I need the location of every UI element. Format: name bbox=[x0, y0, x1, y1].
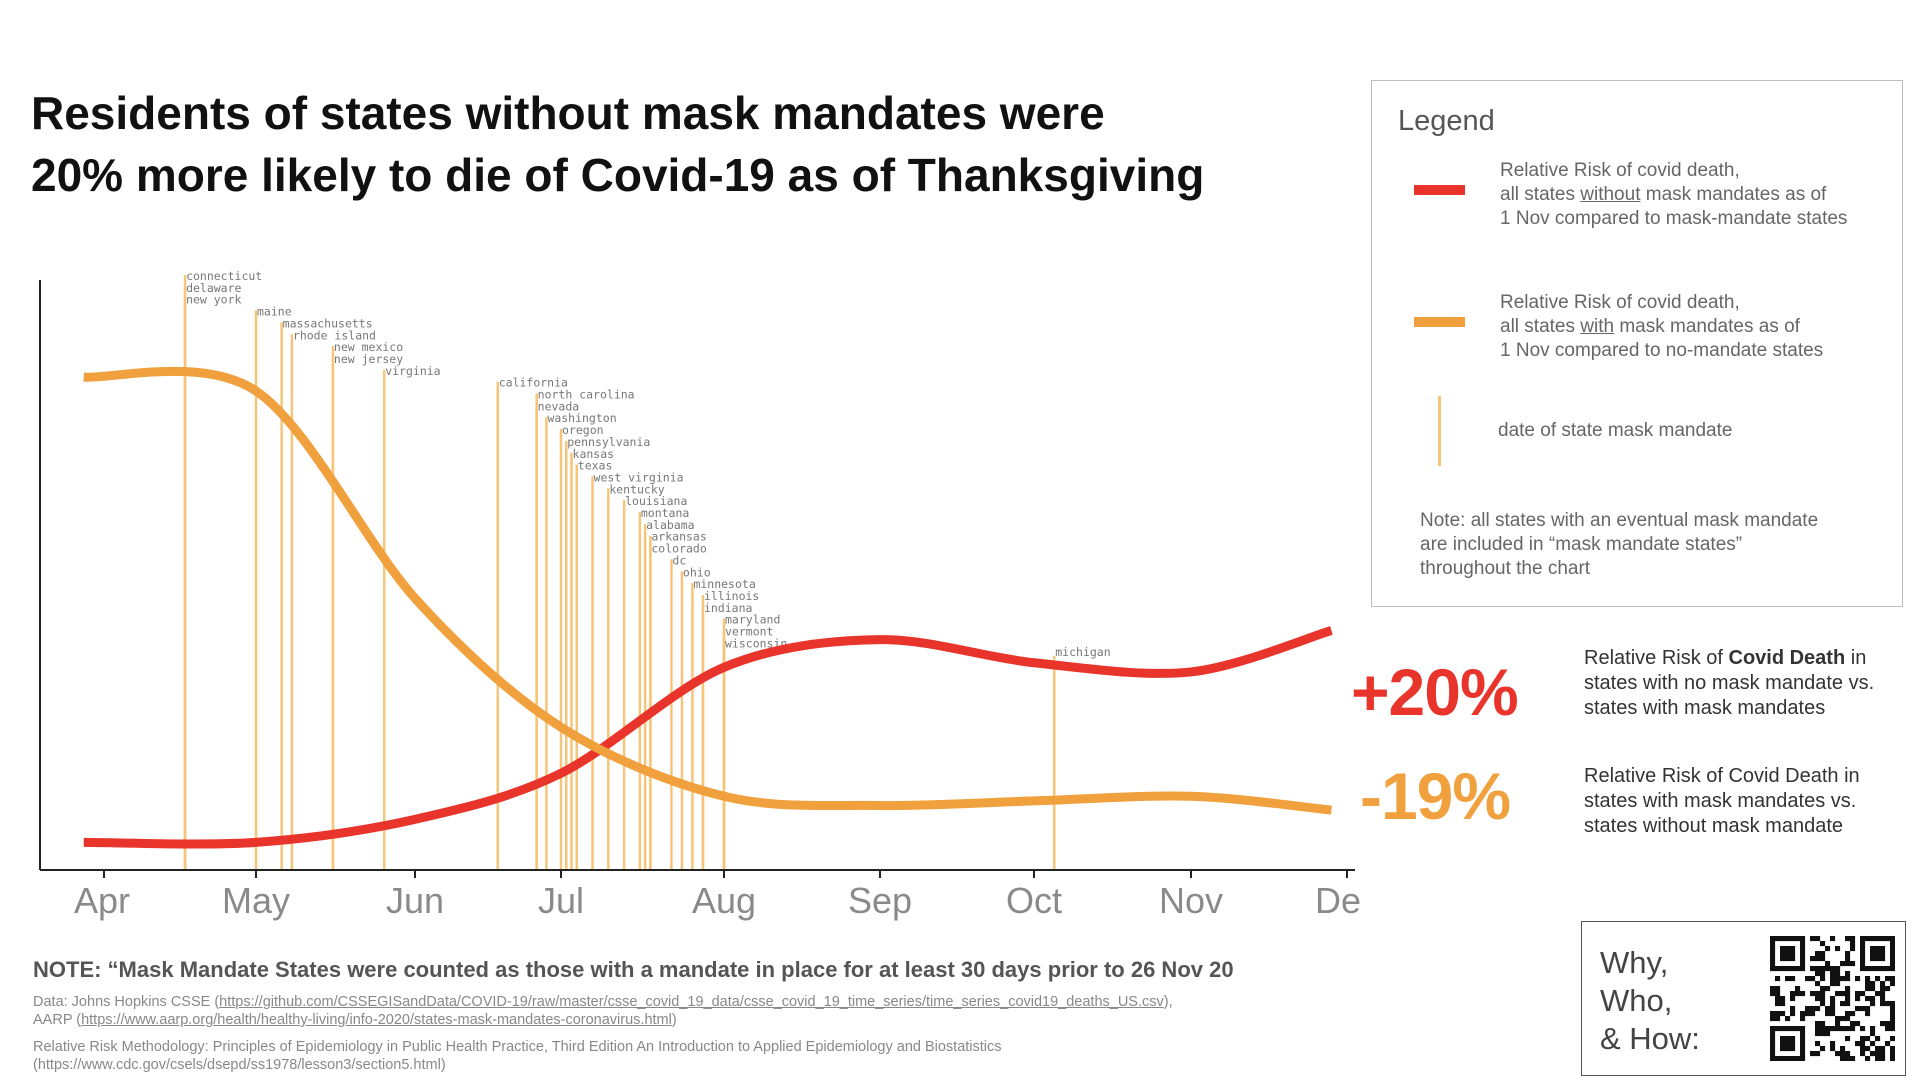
mandate-label-new-york: new york bbox=[186, 293, 241, 307]
x-tick-label-nov: Nov bbox=[1159, 880, 1223, 921]
x-tick-label-sep: Sep bbox=[848, 880, 912, 921]
legend-swatch-red bbox=[1414, 185, 1465, 195]
chart-title-line2: 20% more likely to die of Covid-19 as of… bbox=[31, 149, 1205, 201]
footer-data-pre: Data: Johns Hopkins CSSE ( bbox=[33, 994, 220, 1010]
mandate-lines bbox=[183, 275, 1056, 870]
result-red-value: +20% bbox=[1351, 655, 1519, 729]
mandate-label-indiana: indiana bbox=[704, 601, 752, 615]
mandate-label-maine: maine bbox=[257, 305, 292, 319]
qr-label-line2: Who, bbox=[1600, 983, 1673, 1018]
mandate-label-west-virginia: west virginia bbox=[594, 470, 684, 484]
legend-orange-line2-underlined: with bbox=[1580, 316, 1615, 337]
x-tick-label-may: May bbox=[222, 880, 290, 921]
mandate-label-dc: dc bbox=[672, 553, 686, 567]
legend-note: Note: all states with an eventual mask m… bbox=[1420, 510, 1819, 579]
mandate-label-wisconsin: wisconsin bbox=[725, 636, 787, 650]
mandate-label-north-carolina: north carolina bbox=[538, 388, 635, 402]
qr-box: Why, Who, & How: bbox=[1581, 921, 1906, 1076]
mandate-label-michigan: michigan bbox=[1055, 645, 1110, 659]
footer-data-link-jhu[interactable]: https://github.com/CSSEGISandData/COVID-… bbox=[219, 994, 1164, 1010]
mandate-label-connecticut: connecticut bbox=[186, 269, 262, 283]
mandate-label-texas: texas bbox=[578, 459, 613, 473]
qr-label-line1: Why, bbox=[1600, 945, 1669, 980]
result-orange-description: Relative Risk of Covid Death in states w… bbox=[1584, 765, 1860, 837]
result-red-description: Relative Risk of Covid Death in states w… bbox=[1584, 646, 1904, 721]
legend-text-orange: Relative Risk of covid death, all states… bbox=[1500, 291, 1890, 363]
mandate-label-delaware: delaware bbox=[186, 281, 241, 295]
mandate-label-montana: montana bbox=[641, 506, 689, 520]
mandate-label-ohio: ohio bbox=[683, 565, 711, 579]
legend-orange-line2: all states with mask mandates as of bbox=[1500, 315, 1890, 339]
chart-title-line1: Residents of states without mask mandate… bbox=[31, 87, 1105, 139]
mandate-label-oregon: oregon bbox=[562, 423, 604, 437]
legend-orange-line2-pre: all states bbox=[1500, 316, 1581, 337]
footer-data-mid: ), bbox=[1163, 994, 1173, 1010]
x-tick-label-jul: Jul bbox=[538, 880, 584, 921]
series-no-mandate-line bbox=[83, 626, 1333, 849]
footer-note: NOTE: “Mask Mandate States were counted … bbox=[33, 957, 1234, 982]
legend-text-red: Relative Risk of covid death, all states… bbox=[1500, 159, 1890, 231]
result-red-desc-pre: Relative Risk of bbox=[1584, 647, 1729, 669]
result-red-desc-bold: Covid Death bbox=[1728, 647, 1846, 669]
legend-orange-line3: 1 Nov compared to no-mandate states bbox=[1500, 340, 1824, 361]
mandate-label-massachusetts: massachusetts bbox=[283, 316, 373, 330]
mandate-label-kansas: kansas bbox=[573, 447, 615, 461]
mandate-label-pennsylvania: pennsylvania bbox=[567, 435, 650, 449]
footer-data-link-aarp[interactable]: https://www.aarp.org/health/healthy-livi… bbox=[81, 1012, 672, 1028]
chart-axes bbox=[39, 280, 1355, 871]
x-tick-label-oct: Oct bbox=[1006, 880, 1062, 921]
x-tick-label-apr: Apr bbox=[74, 880, 130, 921]
series-mandate-line bbox=[83, 366, 1332, 815]
legend-swatch-orange bbox=[1414, 317, 1465, 327]
legend-orange-line2-post: mask mandates as of bbox=[1614, 316, 1800, 337]
mandate-label-maryland: maryland bbox=[725, 613, 780, 627]
qr-label: Why, Who, & How: bbox=[1600, 944, 1700, 1058]
result-orange-value: -19% bbox=[1360, 759, 1511, 833]
legend-red-line1: Relative Risk of covid death, bbox=[1500, 160, 1740, 181]
legend-swatch-mandate bbox=[1438, 396, 1441, 466]
qr-label-line3: & How: bbox=[1600, 1021, 1700, 1056]
mandate-label-vermont: vermont bbox=[725, 625, 773, 639]
chart-title: Residents of states without mask mandate… bbox=[31, 82, 1361, 206]
mandate-label-alabama: alabama bbox=[646, 518, 694, 532]
footer-data-source: Data: Johns Hopkins CSSE (https://github… bbox=[33, 993, 1353, 1029]
footer-methodology: Relative Risk Methodology: Principles of… bbox=[33, 1039, 1002, 1073]
footer-data-aarp: AARP ( bbox=[33, 1012, 82, 1028]
mandate-label-virginia: virginia bbox=[385, 364, 440, 378]
x-tick-label-aug: Aug bbox=[692, 880, 756, 921]
mandate-label-colorado: colorado bbox=[651, 542, 706, 556]
month-tick-labels: Apr May Jun Jul Aug Sep Oct Nov Dec bbox=[74, 870, 1360, 921]
x-tick-label-jun: Jun bbox=[386, 880, 444, 921]
legend-orange-line1: Relative Risk of covid death, bbox=[1500, 292, 1740, 313]
mandate-label-nevada: nevada bbox=[538, 399, 580, 413]
legend-red-line3: 1 Nov compared to mask-mandate states bbox=[1500, 208, 1848, 229]
footer-data-end: ) bbox=[671, 1012, 677, 1028]
qr-code-icon[interactable] bbox=[1770, 936, 1895, 1061]
result-red-desc-post: in states with no mask mandate vs. state… bbox=[1584, 647, 1875, 719]
legend-title: Legend bbox=[1398, 105, 1495, 137]
legend-red-line2-post: mask mandates as of bbox=[1640, 184, 1827, 205]
legend: Legend Relative Risk of covid death, all… bbox=[1371, 80, 1903, 607]
mandate-label-washington: washington bbox=[547, 411, 616, 425]
mandate-label-new-jersey: new jersey bbox=[334, 352, 403, 366]
mandate-label-california: california bbox=[499, 376, 568, 390]
mandate-label-rhode-island: rhode island bbox=[293, 328, 376, 342]
legend-red-line2-pre: all states bbox=[1500, 184, 1581, 205]
mandate-label-louisiana: louisiana bbox=[625, 494, 687, 508]
chart-series bbox=[83, 366, 1333, 849]
mandate-label-arkansas: arkansas bbox=[651, 530, 706, 544]
legend-text-mandate: date of state mask mandate bbox=[1498, 420, 1733, 441]
x-tick-label-dec: Dec bbox=[1315, 880, 1360, 921]
mandate-label-minnesota: minnesota bbox=[693, 577, 755, 591]
mandate-label-kentucky: kentucky bbox=[609, 482, 664, 496]
legend-red-line2-underlined: without bbox=[1580, 184, 1641, 205]
mandate-label-illinois: illinois bbox=[704, 589, 759, 603]
legend-red-line2: all states without mask mandates as of bbox=[1500, 183, 1890, 207]
mandate-label-new-mexico: new mexico bbox=[334, 340, 403, 354]
